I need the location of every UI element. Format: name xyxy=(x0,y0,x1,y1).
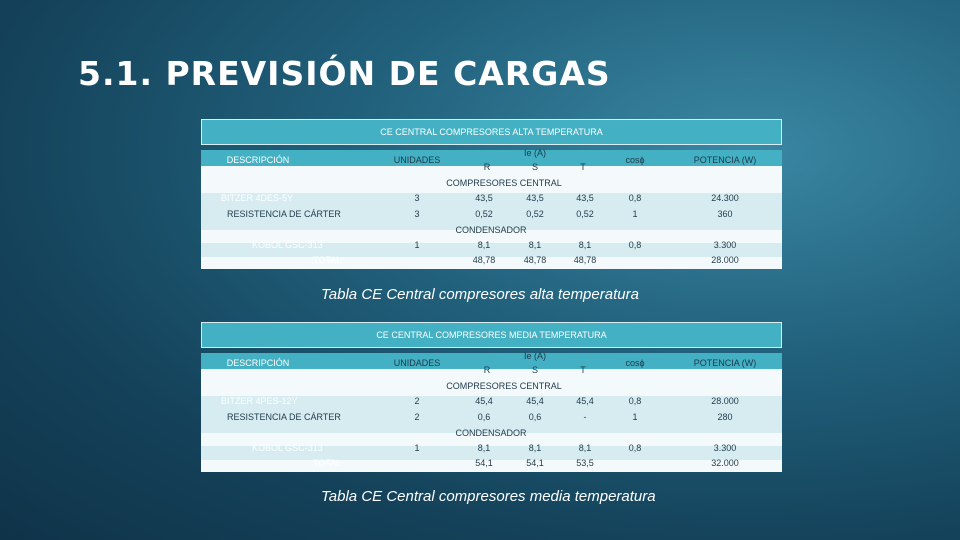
total-potencia: 28.000 xyxy=(711,255,739,265)
row-s: 43,5 xyxy=(526,193,544,203)
row-t: 8,1 xyxy=(578,240,592,250)
row-unidades: 3 xyxy=(414,209,420,219)
row-s: 0,52 xyxy=(526,209,544,219)
table-title: CE CENTRAL COMPRESORES ALTA TEMPERATURA xyxy=(201,119,782,145)
row-desc: BITZER 4PES-12Y xyxy=(221,396,298,406)
total-label: TOTAL xyxy=(313,255,342,265)
total-t: 53,5 xyxy=(576,458,594,468)
row-desc: RESISTENCIA DE CÁRTER xyxy=(227,209,341,219)
total-s: 54,1 xyxy=(526,458,544,468)
col-descripcion: DESCRIPCIÓN xyxy=(226,358,290,368)
row-cos: 1 xyxy=(632,209,638,219)
row-t: 0,52 xyxy=(576,209,594,219)
row-desc: KOBOL GSC-313 xyxy=(252,443,323,453)
row-cos: 0,8 xyxy=(628,396,642,406)
row-unidades: 2 xyxy=(414,396,420,406)
row-potencia: 3.300 xyxy=(713,443,737,453)
section-condensador: CONDENSADOR xyxy=(455,225,527,235)
row-cos: 0,8 xyxy=(628,240,642,250)
col-potencia: POTENCIA (W) xyxy=(693,155,757,165)
rows-band xyxy=(201,396,782,433)
row-desc: RESISTENCIA DE CÁRTER xyxy=(227,412,341,422)
table-media-temperatura: CE CENTRAL COMPRESORES MEDIA TEMPERATURA… xyxy=(201,322,782,472)
row-potencia: 360 xyxy=(717,209,733,219)
row-unidades: 1 xyxy=(414,443,420,453)
table-title: CE CENTRAL COMPRESORES MEDIA TEMPERATURA xyxy=(201,322,782,348)
total-band xyxy=(201,460,782,472)
caption-media: Tabla CE Central compresores media tempe… xyxy=(321,488,656,505)
col-s: S xyxy=(531,365,539,375)
row-s: 0,6 xyxy=(528,412,542,422)
row-t: - xyxy=(583,412,587,422)
col-t: T xyxy=(580,162,586,172)
section-band-compresores xyxy=(201,384,782,396)
col-t: T xyxy=(580,365,586,375)
row-potencia: 24.300 xyxy=(711,193,739,203)
col-s: S xyxy=(531,162,539,172)
row-desc: KOBOL GSC-313 xyxy=(252,240,323,250)
header-band-bottom xyxy=(201,166,782,181)
row-r: 0,52 xyxy=(475,209,493,219)
row-potencia: 280 xyxy=(717,412,733,422)
row-s: 45,4 xyxy=(526,396,544,406)
row-potencia: 3.300 xyxy=(713,240,737,250)
col-unidades: UNIDADES xyxy=(393,358,441,368)
col-ie: Ie (A) xyxy=(523,148,547,158)
row-unidades: 3 xyxy=(414,193,420,203)
slide-title: 5.1. PREVISIÓN DE CARGAS xyxy=(78,54,611,93)
row-r: 8,1 xyxy=(477,443,491,453)
caption-alta: Tabla CE Central compresores alta temper… xyxy=(321,286,639,303)
row-cos: 0,8 xyxy=(628,193,642,203)
col-descripcion: DESCRIPCIÓN xyxy=(226,155,290,165)
section-condensador: CONDENSADOR xyxy=(455,428,527,438)
total-potencia: 32.000 xyxy=(711,458,739,468)
row-r: 45,4 xyxy=(475,396,493,406)
kobol-band xyxy=(201,446,782,460)
row-unidades: 1 xyxy=(414,240,420,250)
row-r: 0,6 xyxy=(477,412,491,422)
row-t: 45,4 xyxy=(576,396,594,406)
row-desc: BITZER 4DES-5Y xyxy=(221,193,294,203)
section-compresores: COMPRESORES CENTRAL xyxy=(446,178,562,188)
col-r: R xyxy=(483,365,491,375)
row-s: 8,1 xyxy=(528,240,542,250)
header-band-bottom xyxy=(201,369,782,384)
row-cos: 1 xyxy=(632,412,638,422)
row-t: 8,1 xyxy=(578,443,592,453)
row-r: 43,5 xyxy=(475,193,493,203)
total-r: 48,78 xyxy=(472,255,496,265)
col-cos: cosϕ xyxy=(625,155,645,165)
header-band-top xyxy=(201,150,782,166)
col-ie: Ie (A) xyxy=(523,351,547,361)
total-r: 54,1 xyxy=(475,458,493,468)
kobol-band xyxy=(201,243,782,257)
col-unidades: UNIDADES xyxy=(393,155,441,165)
section-compresores: COMPRESORES CENTRAL xyxy=(446,381,562,391)
header-band-top xyxy=(201,353,782,369)
row-cos: 0,8 xyxy=(628,443,642,453)
row-potencia: 28.000 xyxy=(711,396,739,406)
col-potencia: POTENCIA (W) xyxy=(693,358,757,368)
total-s: 48,78 xyxy=(523,255,547,265)
section-band-condensador xyxy=(201,230,782,243)
section-band-compresores xyxy=(201,181,782,193)
row-r: 8,1 xyxy=(477,240,491,250)
section-band-condensador xyxy=(201,433,782,446)
row-s: 8,1 xyxy=(528,443,542,453)
rows-band xyxy=(201,193,782,230)
total-label: TOTAL xyxy=(313,458,342,468)
table-alta-temperatura: CE CENTRAL COMPRESORES ALTA TEMPERATURA … xyxy=(201,119,782,269)
total-band xyxy=(201,257,782,269)
col-r: R xyxy=(483,162,491,172)
col-cos: cosϕ xyxy=(625,358,645,368)
total-t: 48,78 xyxy=(573,255,597,265)
row-t: 43,5 xyxy=(576,193,594,203)
row-unidades: 2 xyxy=(414,412,420,422)
